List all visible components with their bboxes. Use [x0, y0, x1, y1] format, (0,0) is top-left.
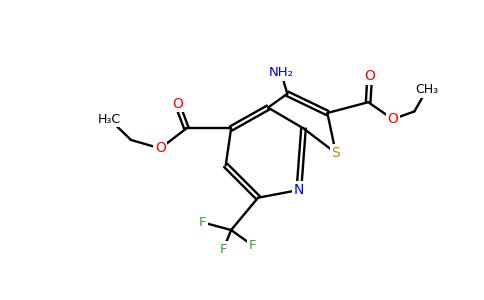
- Text: O: O: [155, 141, 166, 155]
- Text: F: F: [199, 216, 206, 229]
- Text: CH₃: CH₃: [415, 83, 438, 96]
- Text: H₃C: H₃C: [98, 113, 121, 126]
- Text: NH₂: NH₂: [269, 67, 294, 80]
- Text: O: O: [387, 112, 398, 126]
- Text: O: O: [172, 97, 182, 111]
- Text: S: S: [332, 146, 340, 160]
- Text: N: N: [294, 183, 304, 197]
- Text: F: F: [220, 243, 227, 256]
- Text: O: O: [364, 69, 375, 83]
- Text: F: F: [249, 239, 257, 252]
